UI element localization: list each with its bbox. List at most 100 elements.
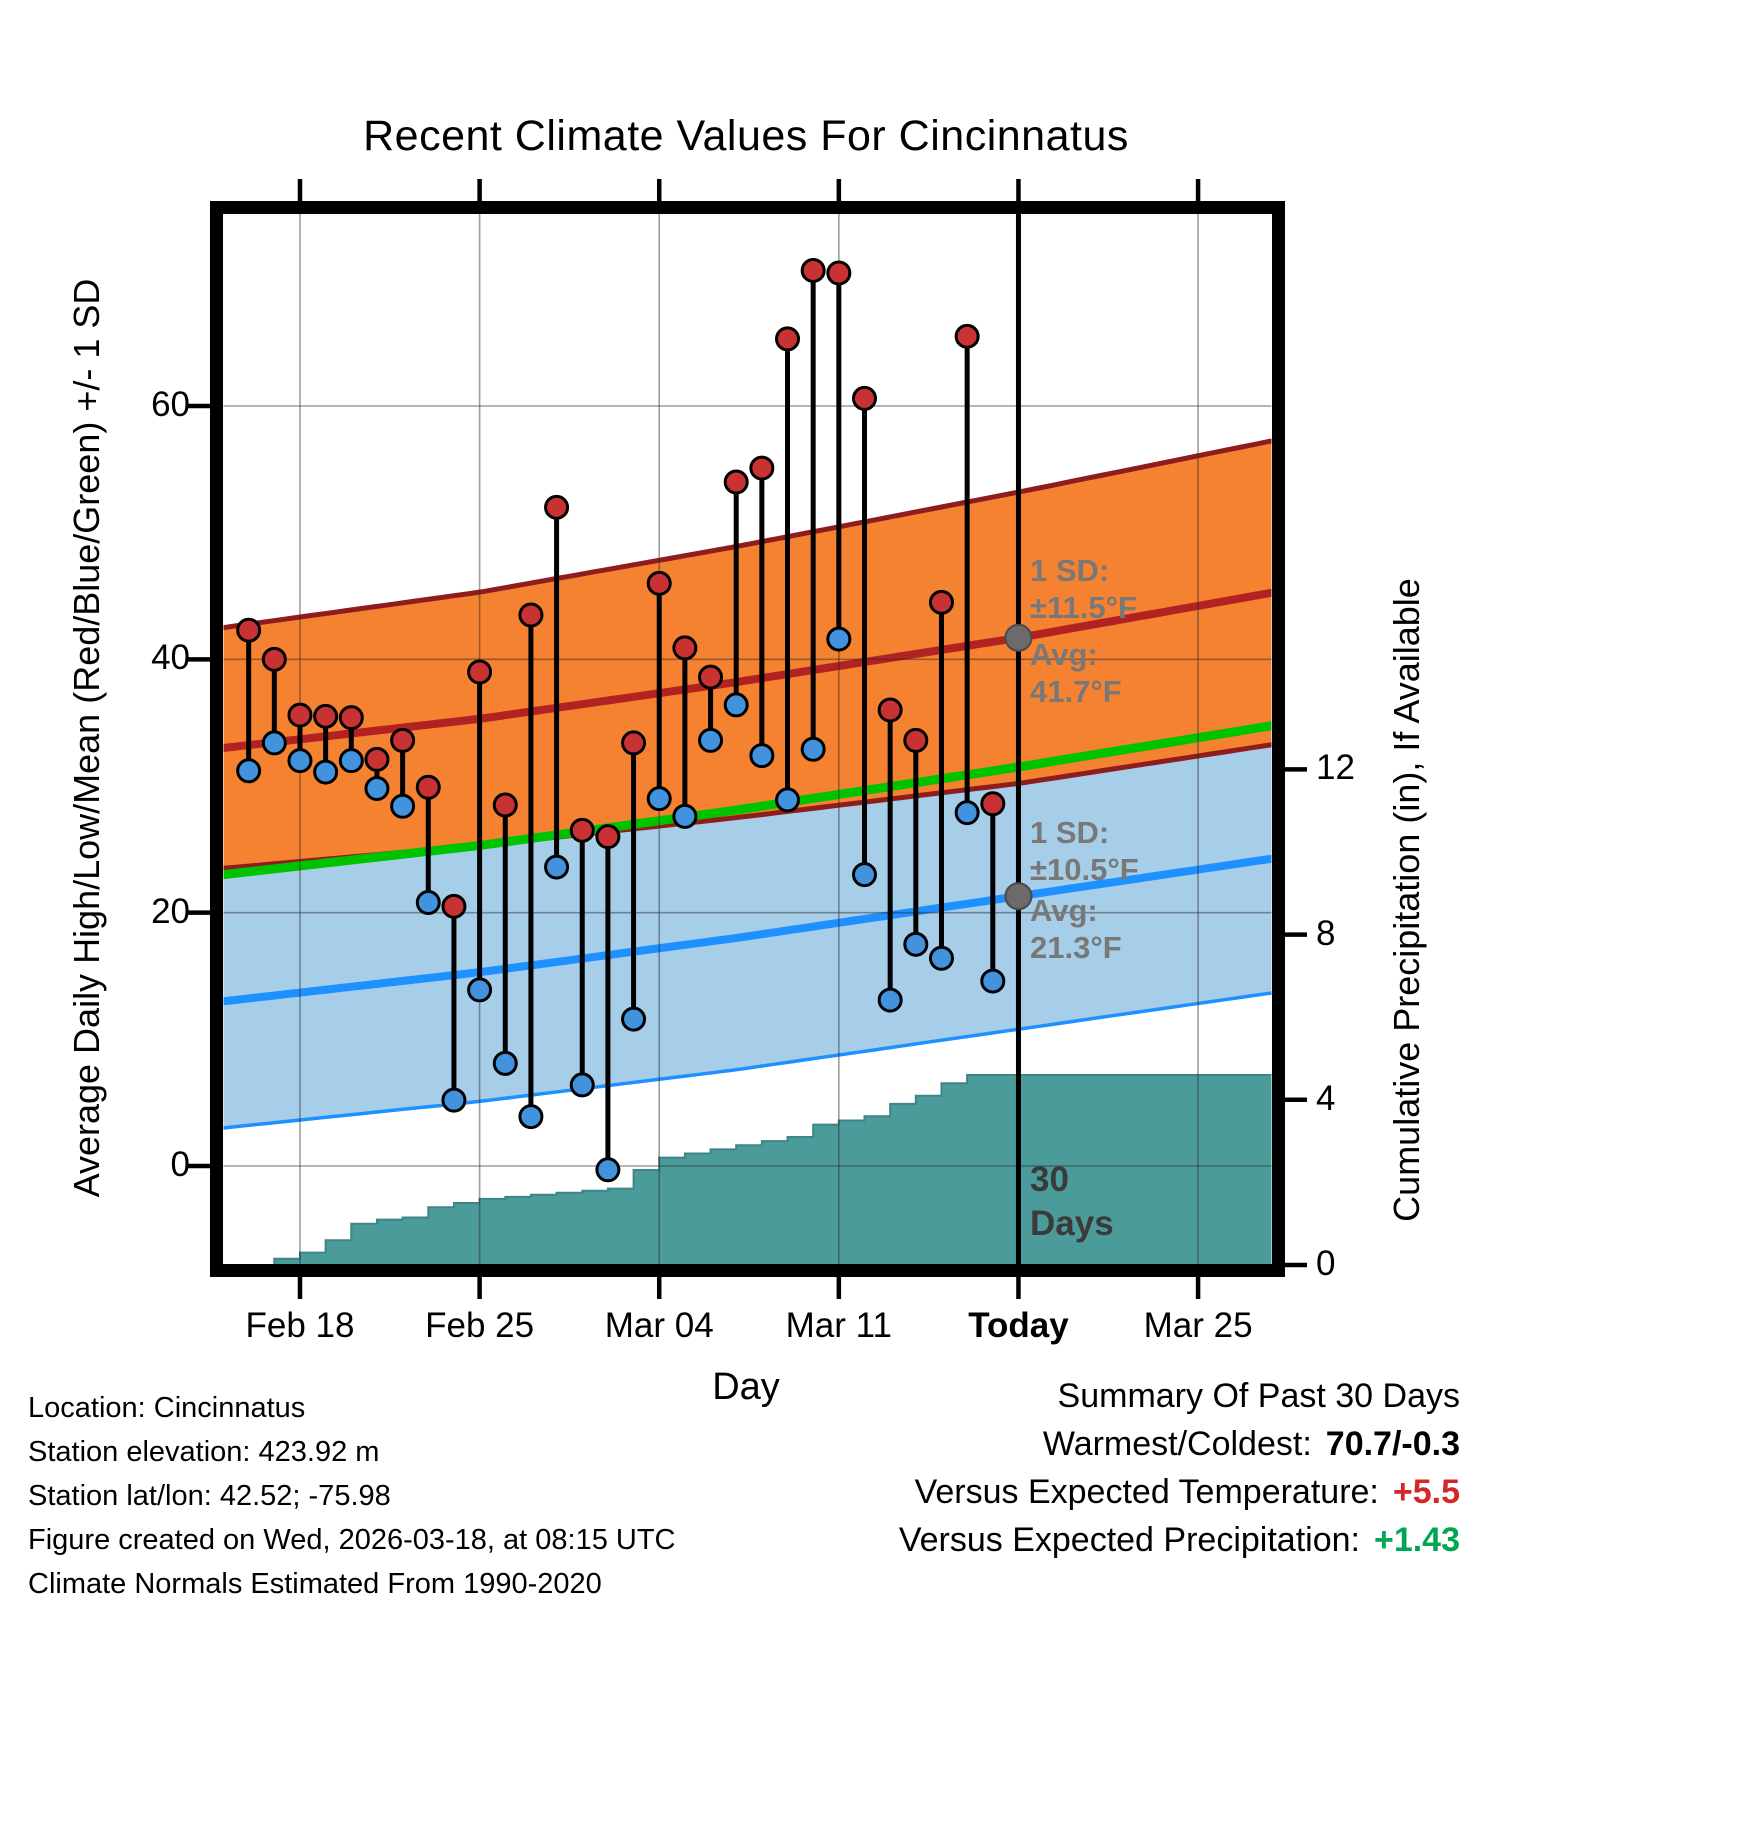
daily-high-dot xyxy=(877,697,903,723)
vs-temp-value: +5.5 xyxy=(1392,1473,1460,1511)
low-avg-label: Avg: xyxy=(1030,893,1098,928)
x-axis-label: Day xyxy=(712,1366,780,1408)
low-sd-value: ±10.5°F xyxy=(1030,852,1139,887)
daily-high-dot xyxy=(569,817,595,843)
daily-low-dot xyxy=(800,736,826,762)
daily-high-dot xyxy=(338,705,364,731)
daily-low-dot xyxy=(313,759,339,785)
daily-low-dot xyxy=(826,626,852,652)
summary-title: Summary Of Past 30 Days xyxy=(1057,1377,1460,1415)
vs-temp-label: Versus Expected Temperature: xyxy=(914,1473,1379,1511)
daily-high-dot xyxy=(928,589,954,615)
vs-precip-value: +1.43 xyxy=(1373,1521,1460,1559)
x-tick-label: Feb 18 xyxy=(245,1306,355,1345)
daily-low-dot xyxy=(364,776,390,802)
x-tick-label: Feb 25 xyxy=(425,1306,535,1345)
daily-high-dot xyxy=(852,385,877,411)
daily-low-dot xyxy=(775,787,801,813)
high-avg-label: Avg: xyxy=(1030,637,1098,672)
frame-layer xyxy=(188,179,1307,1299)
summary-temp-row: Versus Expected Temperature: +5.5 xyxy=(600,1468,1460,1516)
daily-low-dot xyxy=(441,1087,467,1113)
daily-low-dot xyxy=(338,748,364,774)
station-elevation: Station elevation: 423.92 m xyxy=(28,1436,380,1468)
y-right-tick-label: 4 xyxy=(1316,1078,1336,1118)
station-location: Location: Cincinnatus xyxy=(28,1392,306,1424)
daily-low-dot xyxy=(749,743,775,769)
daily-high-dot xyxy=(954,323,980,349)
vs-precip-label: Versus Expected Precipitation: xyxy=(898,1521,1360,1559)
daily-high-dot xyxy=(646,570,672,596)
y-right-tick-label: 8 xyxy=(1316,913,1336,953)
daily-low-dot xyxy=(672,803,698,829)
daily-low-dot xyxy=(261,730,287,756)
daily-high-dot xyxy=(595,824,621,850)
warmest-value: 70.7/-0.3 xyxy=(1325,1425,1460,1463)
high-band-top-edge xyxy=(223,438,1272,631)
figure-created: Figure created on Wed, 2026-03-18, at 08… xyxy=(28,1524,676,1556)
daily-low-dot xyxy=(390,793,416,819)
daily-high-dot xyxy=(287,702,313,728)
daily-low-dot xyxy=(492,1050,518,1076)
daily-low-dot xyxy=(646,786,672,812)
low-avg-value: 21.3°F xyxy=(1030,930,1122,965)
daily-low-dot xyxy=(287,748,313,774)
daily-high-dot xyxy=(826,260,852,286)
high-avg-line xyxy=(223,588,1272,752)
daily-high-dot xyxy=(980,791,1006,817)
daily-low-dot xyxy=(954,800,980,826)
daily-high-dot xyxy=(390,727,416,753)
high-avg-value: 41.7°F xyxy=(1030,674,1122,709)
daily-high-dot xyxy=(261,646,287,672)
daily-low-dot xyxy=(518,1104,544,1130)
daily-high-dot xyxy=(544,494,570,520)
x-tick-label: Mar 04 xyxy=(604,1306,714,1345)
daily-high-dot xyxy=(672,635,698,661)
y-left-tick-label: 20 xyxy=(151,891,190,931)
daily-high-dot xyxy=(415,774,441,800)
daily-high-dot xyxy=(441,893,467,919)
plot-border xyxy=(210,201,1285,1277)
y-right-tick-label: 12 xyxy=(1316,748,1355,788)
daily-layer xyxy=(236,257,1006,1183)
daily-low-dot xyxy=(698,727,724,753)
warmest-label: Warmest/Coldest: xyxy=(1042,1425,1312,1463)
daily-low-dot xyxy=(903,931,929,957)
low-band-bottom-edge xyxy=(223,991,1272,1130)
daily-high-dot xyxy=(621,730,647,756)
low-avg-line xyxy=(223,854,1272,1006)
daily-low-dot xyxy=(621,1006,647,1032)
daily-high-dot xyxy=(364,746,390,772)
low-sd-label: 1 SD: xyxy=(1030,815,1110,850)
daily-low-dot xyxy=(928,945,954,971)
station-latlon: Station lat/lon: 42.52; -75.98 xyxy=(28,1480,391,1512)
daily-high-dot xyxy=(236,617,262,643)
daily-low-dot xyxy=(236,758,262,784)
avg-marker-dot xyxy=(1004,882,1033,911)
low-sd-annotation: 1 SD: ±10.5°F xyxy=(1030,814,1139,888)
low-avg-annotation: Avg: 21.3°F xyxy=(1030,892,1122,966)
high-sd-label: 1 SD: xyxy=(1030,553,1110,588)
daily-high-dot xyxy=(903,727,929,753)
daily-low-dot xyxy=(852,862,877,888)
y-left-tick-label: 40 xyxy=(151,638,190,678)
climate-normals-note: Climate Normals Estimated From 1990-2020 xyxy=(28,1568,602,1600)
daily-high-dot xyxy=(800,257,826,283)
daily-low-dot xyxy=(723,692,749,718)
daily-high-dot xyxy=(698,664,724,690)
avg-marker-dot xyxy=(1004,623,1033,652)
x-tick-label: Mar 25 xyxy=(1143,1306,1253,1345)
chart-title: Recent Climate Values For Cincinnatus xyxy=(363,112,1129,160)
station-info: Location: Cincinnatus Station elevation:… xyxy=(28,1386,676,1606)
summary-precip-row: Versus Expected Precipitation: +1.43 xyxy=(600,1516,1460,1564)
marker-layer xyxy=(1004,623,1033,911)
y-left-axis-label: Average Daily High/Low/Mean (Red/Blue/Gr… xyxy=(66,278,107,1198)
today-30days-label: 30 Days xyxy=(1030,1158,1114,1246)
cumulative-precip-area xyxy=(248,1074,1272,1264)
daily-low-dot xyxy=(415,890,441,916)
y-right-tick-label: 0 xyxy=(1316,1244,1336,1283)
mean-climatology-line xyxy=(223,721,1272,880)
high-sd-value: ±11.5°F xyxy=(1030,590,1137,625)
